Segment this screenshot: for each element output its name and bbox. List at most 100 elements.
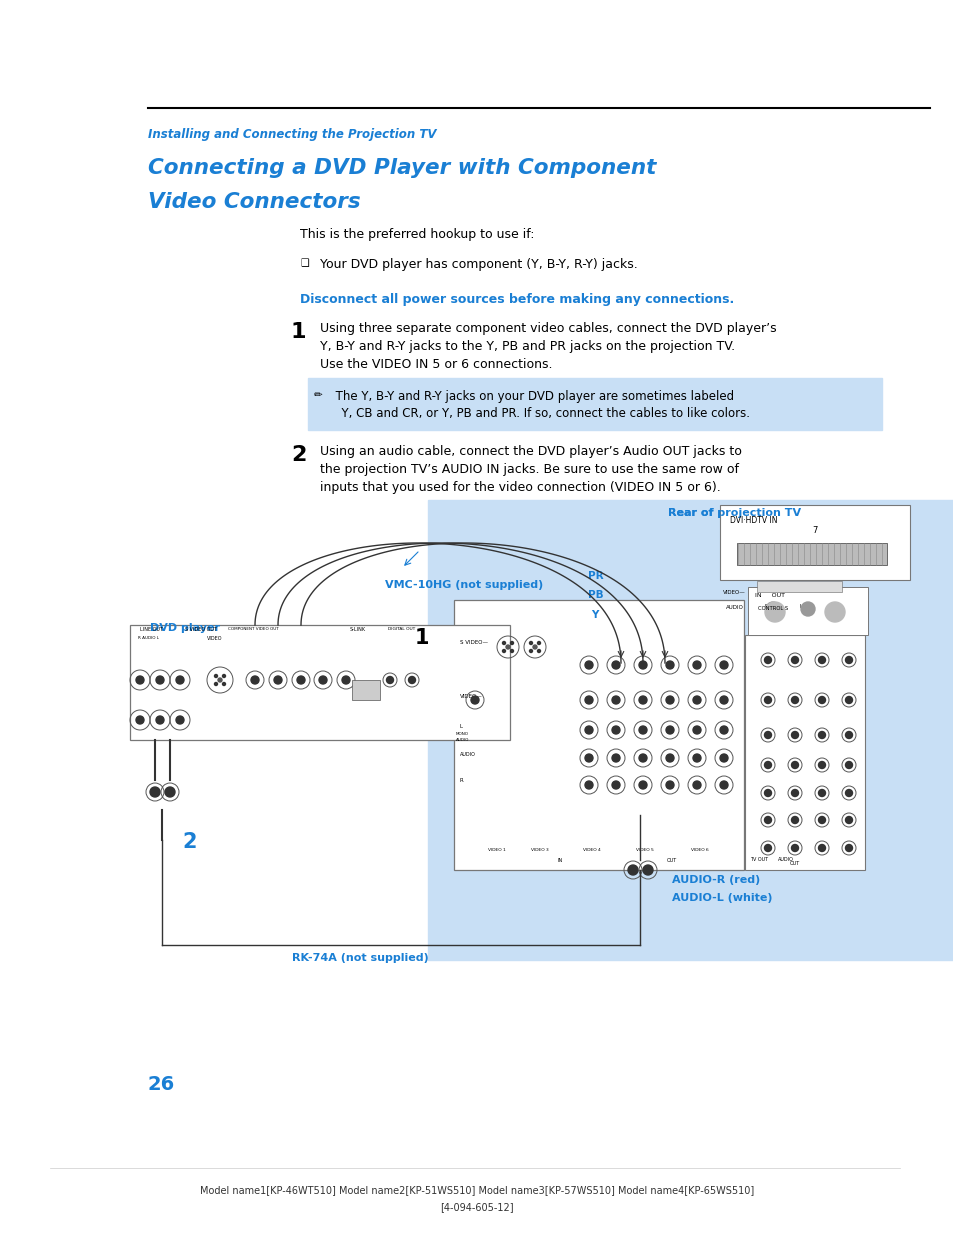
Circle shape xyxy=(791,789,798,797)
Text: R: R xyxy=(459,778,463,783)
Text: OUT: OUT xyxy=(666,858,677,863)
Circle shape xyxy=(408,677,416,683)
Circle shape xyxy=(720,755,727,762)
Text: Rear of projection TV: Rear of projection TV xyxy=(667,508,801,517)
Circle shape xyxy=(218,678,222,682)
Text: 2: 2 xyxy=(291,445,306,466)
Text: CONTROL S: CONTROL S xyxy=(758,606,787,611)
Text: S-LINK: S-LINK xyxy=(350,627,366,632)
Text: R: R xyxy=(764,604,768,609)
Text: AUDIO: AUDIO xyxy=(456,739,469,742)
Circle shape xyxy=(639,781,646,789)
Text: VMC-10HG (not supplied): VMC-10HG (not supplied) xyxy=(385,580,542,590)
Circle shape xyxy=(763,845,771,851)
Circle shape xyxy=(692,697,700,704)
Circle shape xyxy=(720,661,727,669)
Circle shape xyxy=(765,601,780,616)
Circle shape xyxy=(612,781,619,789)
Circle shape xyxy=(844,845,852,851)
Text: Model name1[KP-46WT510] Model name2[KP-51WS510] Model name3[KP-57WS510] Model na: Model name1[KP-46WT510] Model name2[KP-5… xyxy=(200,1186,753,1195)
Circle shape xyxy=(251,676,258,684)
Text: TV OUT: TV OUT xyxy=(749,857,767,862)
Circle shape xyxy=(720,697,727,704)
Circle shape xyxy=(627,864,638,876)
Text: VIDEO 4: VIDEO 4 xyxy=(582,848,600,852)
Circle shape xyxy=(471,697,478,704)
Circle shape xyxy=(818,816,824,824)
Circle shape xyxy=(844,731,852,739)
Circle shape xyxy=(844,789,852,797)
Text: AUDIO: AUDIO xyxy=(725,605,743,610)
Circle shape xyxy=(692,755,700,762)
Text: VIDEO 3: VIDEO 3 xyxy=(531,848,548,852)
Circle shape xyxy=(639,726,646,734)
Text: Y, CB and CR, or Y, PB and PR. If so, connect the cables to like colors.: Y, CB and CR, or Y, PB and PR. If so, co… xyxy=(326,408,749,420)
Circle shape xyxy=(502,641,505,645)
Circle shape xyxy=(510,641,513,645)
Text: VIDEO 1: VIDEO 1 xyxy=(488,848,505,852)
Text: 7: 7 xyxy=(811,526,817,535)
Circle shape xyxy=(692,661,700,669)
Text: The Y, B-Y and R-Y jacks on your DVD player are sometimes labeled: The Y, B-Y and R-Y jacks on your DVD pla… xyxy=(326,390,734,403)
Circle shape xyxy=(156,716,164,724)
Text: IN     OUT: IN OUT xyxy=(754,593,784,598)
Circle shape xyxy=(175,676,184,684)
Text: Using three separate component video cables, connect the DVD player’s: Using three separate component video cab… xyxy=(319,322,776,335)
Text: VIDEO—: VIDEO— xyxy=(459,694,482,699)
Circle shape xyxy=(296,676,305,684)
Circle shape xyxy=(165,787,174,797)
Text: Connecting a DVD Player with Component: Connecting a DVD Player with Component xyxy=(148,158,656,178)
Text: AUDIO-L (white): AUDIO-L (white) xyxy=(671,893,772,903)
Text: Rear of projection TV: Rear of projection TV xyxy=(667,508,801,517)
Circle shape xyxy=(791,731,798,739)
Circle shape xyxy=(692,781,700,789)
Circle shape xyxy=(150,787,160,797)
Circle shape xyxy=(665,781,673,789)
Circle shape xyxy=(510,650,513,652)
Circle shape xyxy=(665,726,673,734)
Circle shape xyxy=(665,697,673,704)
Circle shape xyxy=(502,650,505,652)
Circle shape xyxy=(720,781,727,789)
Circle shape xyxy=(665,661,673,669)
Circle shape xyxy=(639,661,646,669)
Circle shape xyxy=(763,789,771,797)
Text: [4-094-605-12]: [4-094-605-12] xyxy=(439,1202,514,1212)
Circle shape xyxy=(175,716,184,724)
Circle shape xyxy=(639,755,646,762)
Circle shape xyxy=(642,864,652,876)
Text: AUDIO: AUDIO xyxy=(778,857,793,862)
Circle shape xyxy=(791,697,798,704)
Circle shape xyxy=(537,650,540,652)
Circle shape xyxy=(214,674,217,678)
Circle shape xyxy=(763,762,771,768)
Circle shape xyxy=(844,816,852,824)
Circle shape xyxy=(222,674,225,678)
Circle shape xyxy=(136,716,144,724)
Text: Installing and Connecting the Projection TV: Installing and Connecting the Projection… xyxy=(148,128,436,141)
Circle shape xyxy=(818,697,824,704)
Text: 26: 26 xyxy=(148,1074,175,1094)
Text: This is the preferred hookup to use if:: This is the preferred hookup to use if: xyxy=(299,228,534,241)
Text: ✏: ✏ xyxy=(314,390,322,400)
Text: Using an audio cable, connect the DVD player’s Audio OUT jacks to: Using an audio cable, connect the DVD pl… xyxy=(319,445,741,458)
Text: Use the VIDEO IN 5 or 6 connections.: Use the VIDEO IN 5 or 6 connections. xyxy=(319,358,552,370)
Text: MONO: MONO xyxy=(456,732,469,736)
Circle shape xyxy=(584,726,593,734)
Text: AUDIO-R (red): AUDIO-R (red) xyxy=(671,876,760,885)
Text: 1: 1 xyxy=(415,629,429,648)
Text: the projection TV’s AUDIO IN jacks. Be sure to use the same row of: the projection TV’s AUDIO IN jacks. Be s… xyxy=(319,463,739,475)
Bar xyxy=(747,587,867,635)
Bar xyxy=(454,600,743,869)
Text: R AUDIO L: R AUDIO L xyxy=(138,636,159,640)
Circle shape xyxy=(612,755,619,762)
Circle shape xyxy=(136,676,144,684)
Circle shape xyxy=(639,697,646,704)
Text: VIDEO: VIDEO xyxy=(207,636,222,641)
Text: AUDIO: AUDIO xyxy=(459,752,476,757)
Circle shape xyxy=(341,676,350,684)
Text: LINE OUT: LINE OUT xyxy=(140,627,163,632)
Circle shape xyxy=(818,731,824,739)
Text: Y: Y xyxy=(590,610,598,620)
Text: DIGITAL OUT: DIGITAL OUT xyxy=(388,627,415,631)
